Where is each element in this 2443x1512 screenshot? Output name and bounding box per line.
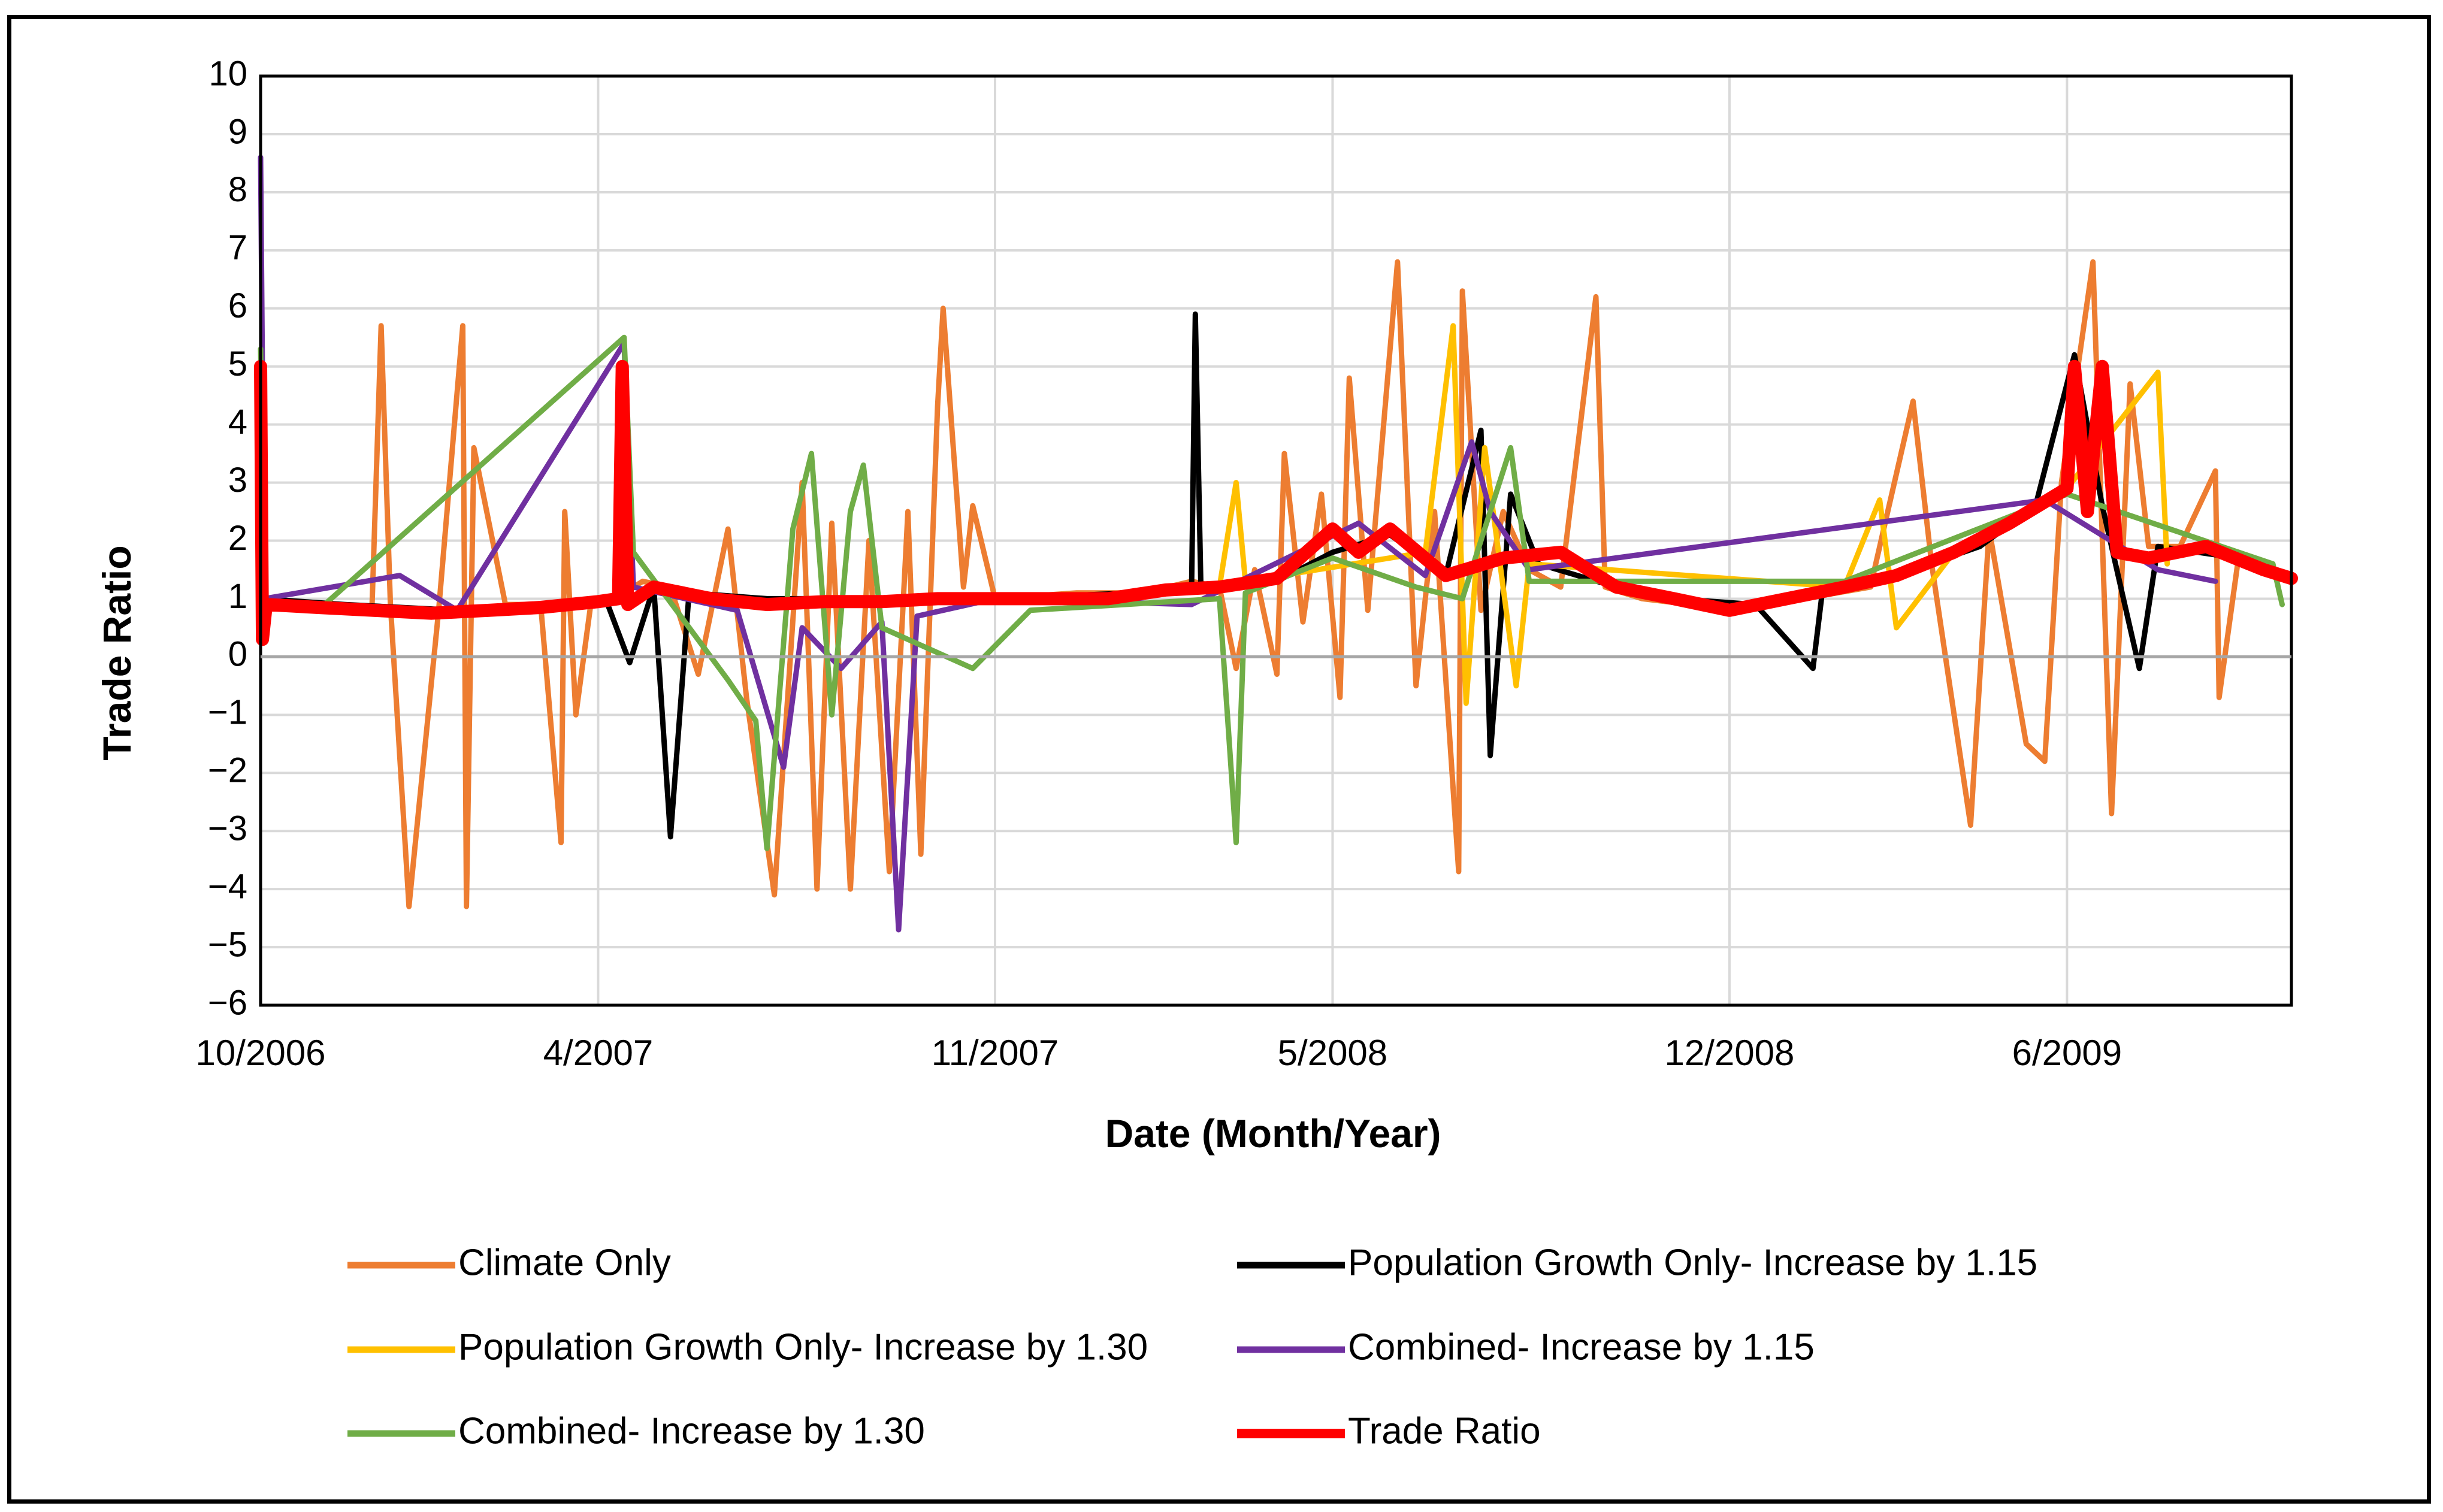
- legend-label: Population Growth Only- Increase by 1.15: [1348, 1242, 2037, 1283]
- x-tick-label: 11/2007: [932, 1033, 1059, 1073]
- x-tick-label: 12/2008: [1665, 1033, 1795, 1073]
- y-tick-label: −6: [208, 983, 247, 1022]
- legend-label: Trade Ratio: [1348, 1410, 1541, 1451]
- axes: [259, 74, 2293, 1007]
- legend: Climate Only Population Growth Only- Incr…: [347, 1242, 2037, 1451]
- y-tick-label: 3: [228, 461, 247, 500]
- legend-label: Population Growth Only- Increase by 1.30: [458, 1326, 1148, 1368]
- x-tick-label: 5/2008: [1278, 1033, 1388, 1073]
- series-lines: [254, 155, 2298, 933]
- y-tick-label: 1: [228, 577, 247, 616]
- legend-label: Climate Only: [458, 1242, 671, 1283]
- y-tick-label: 9: [228, 112, 247, 151]
- chart-frame: [7, 15, 2431, 1504]
- y-axis-title: Trade Ratio: [95, 545, 139, 760]
- x-tick-label: 4/2007: [543, 1033, 654, 1073]
- y-tick-label: 5: [228, 344, 247, 383]
- x-tick-label: 6/2009: [2012, 1033, 2122, 1073]
- y-tick-label: −2: [208, 751, 247, 790]
- series-line-4: [258, 334, 2285, 851]
- legend-label: Combined- Increase by 1.30: [458, 1410, 925, 1451]
- y-tick-label: −5: [208, 925, 247, 964]
- legend-label: Combined- Increase by 1.15: [1348, 1326, 1815, 1368]
- y-tick-label: 6: [228, 286, 247, 325]
- y-tick-label: 8: [228, 170, 247, 209]
- y-tick-label: 2: [228, 519, 247, 558]
- x-tick-label: 10/2006: [196, 1033, 326, 1073]
- y-tick-label: 0: [228, 635, 247, 674]
- series-line-5: [254, 359, 2298, 646]
- y-tick-label: −1: [208, 693, 247, 732]
- plot-border: [259, 74, 2293, 1007]
- series-line-0: [258, 259, 2294, 909]
- y-tick-label: 4: [228, 403, 247, 441]
- y-tick-label: 10: [208, 54, 247, 93]
- x-axis-title: Date (Month/Year): [1105, 1111, 1441, 1156]
- y-tick-label: −3: [208, 809, 247, 848]
- series-line-3: [258, 155, 2218, 933]
- y-tick-label: −4: [208, 867, 247, 906]
- y-tick-label: 7: [228, 228, 247, 267]
